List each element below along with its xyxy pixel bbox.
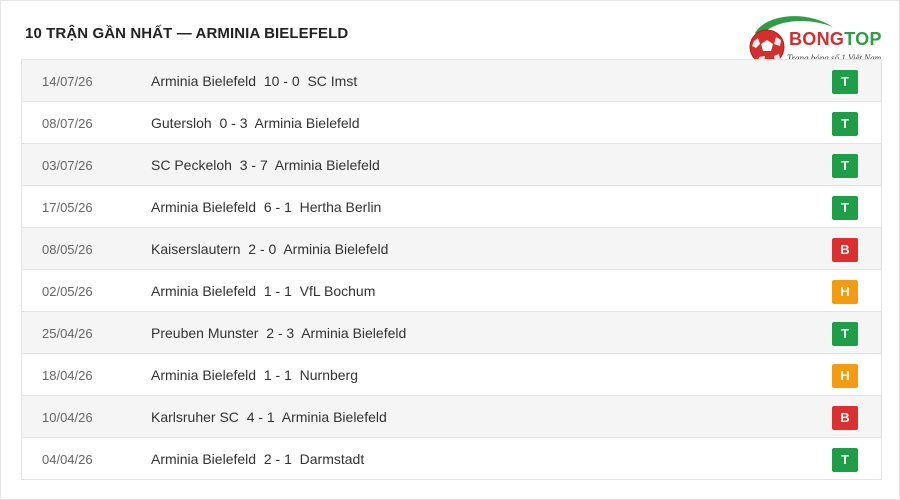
- home-team: Preuben Munster: [151, 325, 259, 341]
- home-team: Arminia Bielefeld: [151, 73, 257, 89]
- match-row[interactable]: 10/04/26 Karlsruher SC 4 - 1 Arminia Biel…: [22, 396, 881, 438]
- away-team: Hertha Berlin: [299, 199, 382, 215]
- match-row[interactable]: 25/04/26 Preuben Munster 2 - 3 Arminia Bi…: [22, 312, 881, 354]
- match-fixture[interactable]: Preuben Munster 2 - 3 Arminia Bielefeld: [151, 312, 406, 354]
- match-date: 17/05/26: [42, 200, 93, 215]
- match-date: 03/07/26: [42, 158, 93, 173]
- result-badge: T: [832, 70, 858, 94]
- result-badge: T: [832, 112, 858, 136]
- match-row[interactable]: 04/04/26 Arminia Bielefeld 2 - 1 Darmstad…: [22, 438, 881, 480]
- match-date: 14/07/26: [42, 74, 93, 89]
- match-date: 08/05/26: [42, 242, 93, 257]
- match-fixture[interactable]: Arminia Bielefeld 1 - 1 Nurnberg: [151, 354, 358, 396]
- match-row[interactable]: 02/05/26 Arminia Bielefeld 1 - 1 VfL Boch…: [22, 270, 881, 312]
- home-team: Arminia Bielefeld: [151, 367, 257, 383]
- result-badge: T: [832, 448, 858, 472]
- away-team: Arminia Bielefeld: [283, 241, 389, 257]
- result-badge: T: [832, 322, 858, 346]
- brand-name-part2: TOP: [844, 29, 882, 49]
- away-team: SC Imst: [307, 73, 358, 89]
- match-date: 25/04/26: [42, 326, 93, 341]
- match-date: 08/07/26: [42, 116, 93, 131]
- home-team: SC Peckeloh: [151, 157, 232, 173]
- match-row[interactable]: 08/05/26 Kaiserslautern 2 - 0 Arminia Bie…: [22, 228, 881, 270]
- match-fixture[interactable]: Karlsruher SC 4 - 1 Arminia Bielefeld: [151, 396, 387, 438]
- match-score: 4 - 1: [246, 409, 275, 425]
- match-row[interactable]: 17/05/26 Arminia Bielefeld 6 - 1 Hertha B…: [22, 186, 881, 228]
- match-fixture[interactable]: SC Peckeloh 3 - 7 Arminia Bielefeld: [151, 144, 380, 186]
- match-score: 2 - 3: [266, 325, 295, 341]
- match-fixture[interactable]: Kaiserslautern 2 - 0 Arminia Bielefeld: [151, 228, 388, 270]
- home-team: Kaiserslautern: [151, 241, 241, 257]
- match-score: 1 - 1: [263, 283, 292, 299]
- result-badge: T: [832, 154, 858, 178]
- match-score: 1 - 1: [263, 367, 292, 383]
- brand-name-part1: BONG: [789, 29, 845, 49]
- match-score: 2 - 0: [248, 241, 277, 257]
- away-team: Nurnberg: [299, 367, 359, 383]
- result-badge: B: [832, 238, 858, 262]
- brand-name: BONGTOP: [789, 29, 882, 50]
- away-team: Arminia Bielefeld: [301, 325, 407, 341]
- match-row[interactable]: 18/04/26 Arminia Bielefeld 1 - 1 Nurnberg…: [22, 354, 881, 396]
- home-team: Karlsruher SC: [151, 409, 239, 425]
- match-score: 3 - 7: [239, 157, 268, 173]
- match-fixture[interactable]: Gutersloh 0 - 3 Arminia Bielefeld: [151, 102, 360, 144]
- match-date: 04/04/26: [42, 452, 93, 467]
- match-row[interactable]: 03/07/26 SC Peckeloh 3 - 7 Arminia Bielef…: [22, 144, 881, 186]
- home-team: Arminia Bielefeld: [151, 283, 257, 299]
- home-team: Arminia Bielefeld: [151, 451, 257, 467]
- brand-tagline: Trang bóng số 1 Việt Nam: [787, 53, 882, 63]
- match-score: 2 - 1: [263, 451, 292, 467]
- away-team: Arminia Bielefeld: [254, 115, 360, 131]
- match-fixture[interactable]: Arminia Bielefeld 10 - 0 SC Imst: [151, 60, 357, 102]
- match-row[interactable]: 08/07/26 Gutersloh 0 - 3 Arminia Bielefel…: [22, 102, 881, 144]
- result-badge: B: [832, 406, 858, 430]
- match-fixture[interactable]: Arminia Bielefeld 6 - 1 Hertha Berlin: [151, 186, 381, 228]
- match-date: 02/05/26: [42, 284, 93, 299]
- result-badge: H: [832, 280, 858, 304]
- match-row[interactable]: 14/07/26 Arminia Bielefeld 10 - 0 SC Imst…: [22, 60, 881, 102]
- away-team: Arminia Bielefeld: [281, 409, 387, 425]
- away-team: Darmstadt: [299, 451, 365, 467]
- match-score: 6 - 1: [263, 199, 292, 215]
- match-date: 18/04/26: [42, 368, 93, 383]
- match-score: 0 - 3: [219, 115, 248, 131]
- matches-table: 14/07/26 Arminia Bielefeld 10 - 0 SC Imst…: [21, 59, 882, 480]
- home-team: Gutersloh: [151, 115, 212, 131]
- result-badge: T: [832, 196, 858, 220]
- away-team: VfL Bochum: [299, 283, 376, 299]
- away-team: Arminia Bielefeld: [274, 157, 380, 173]
- result-badge: H: [832, 364, 858, 388]
- match-date: 10/04/26: [42, 410, 93, 425]
- home-team: Arminia Bielefeld: [151, 199, 257, 215]
- match-fixture[interactable]: Arminia Bielefeld 1 - 1 VfL Bochum: [151, 270, 375, 312]
- page-title: 10 TRẬN GẦN NHẤT — ARMINIA BIELEFELD: [25, 25, 349, 42]
- match-fixture[interactable]: Arminia Bielefeld 2 - 1 Darmstadt: [151, 438, 364, 480]
- match-score: 10 - 0: [263, 73, 300, 89]
